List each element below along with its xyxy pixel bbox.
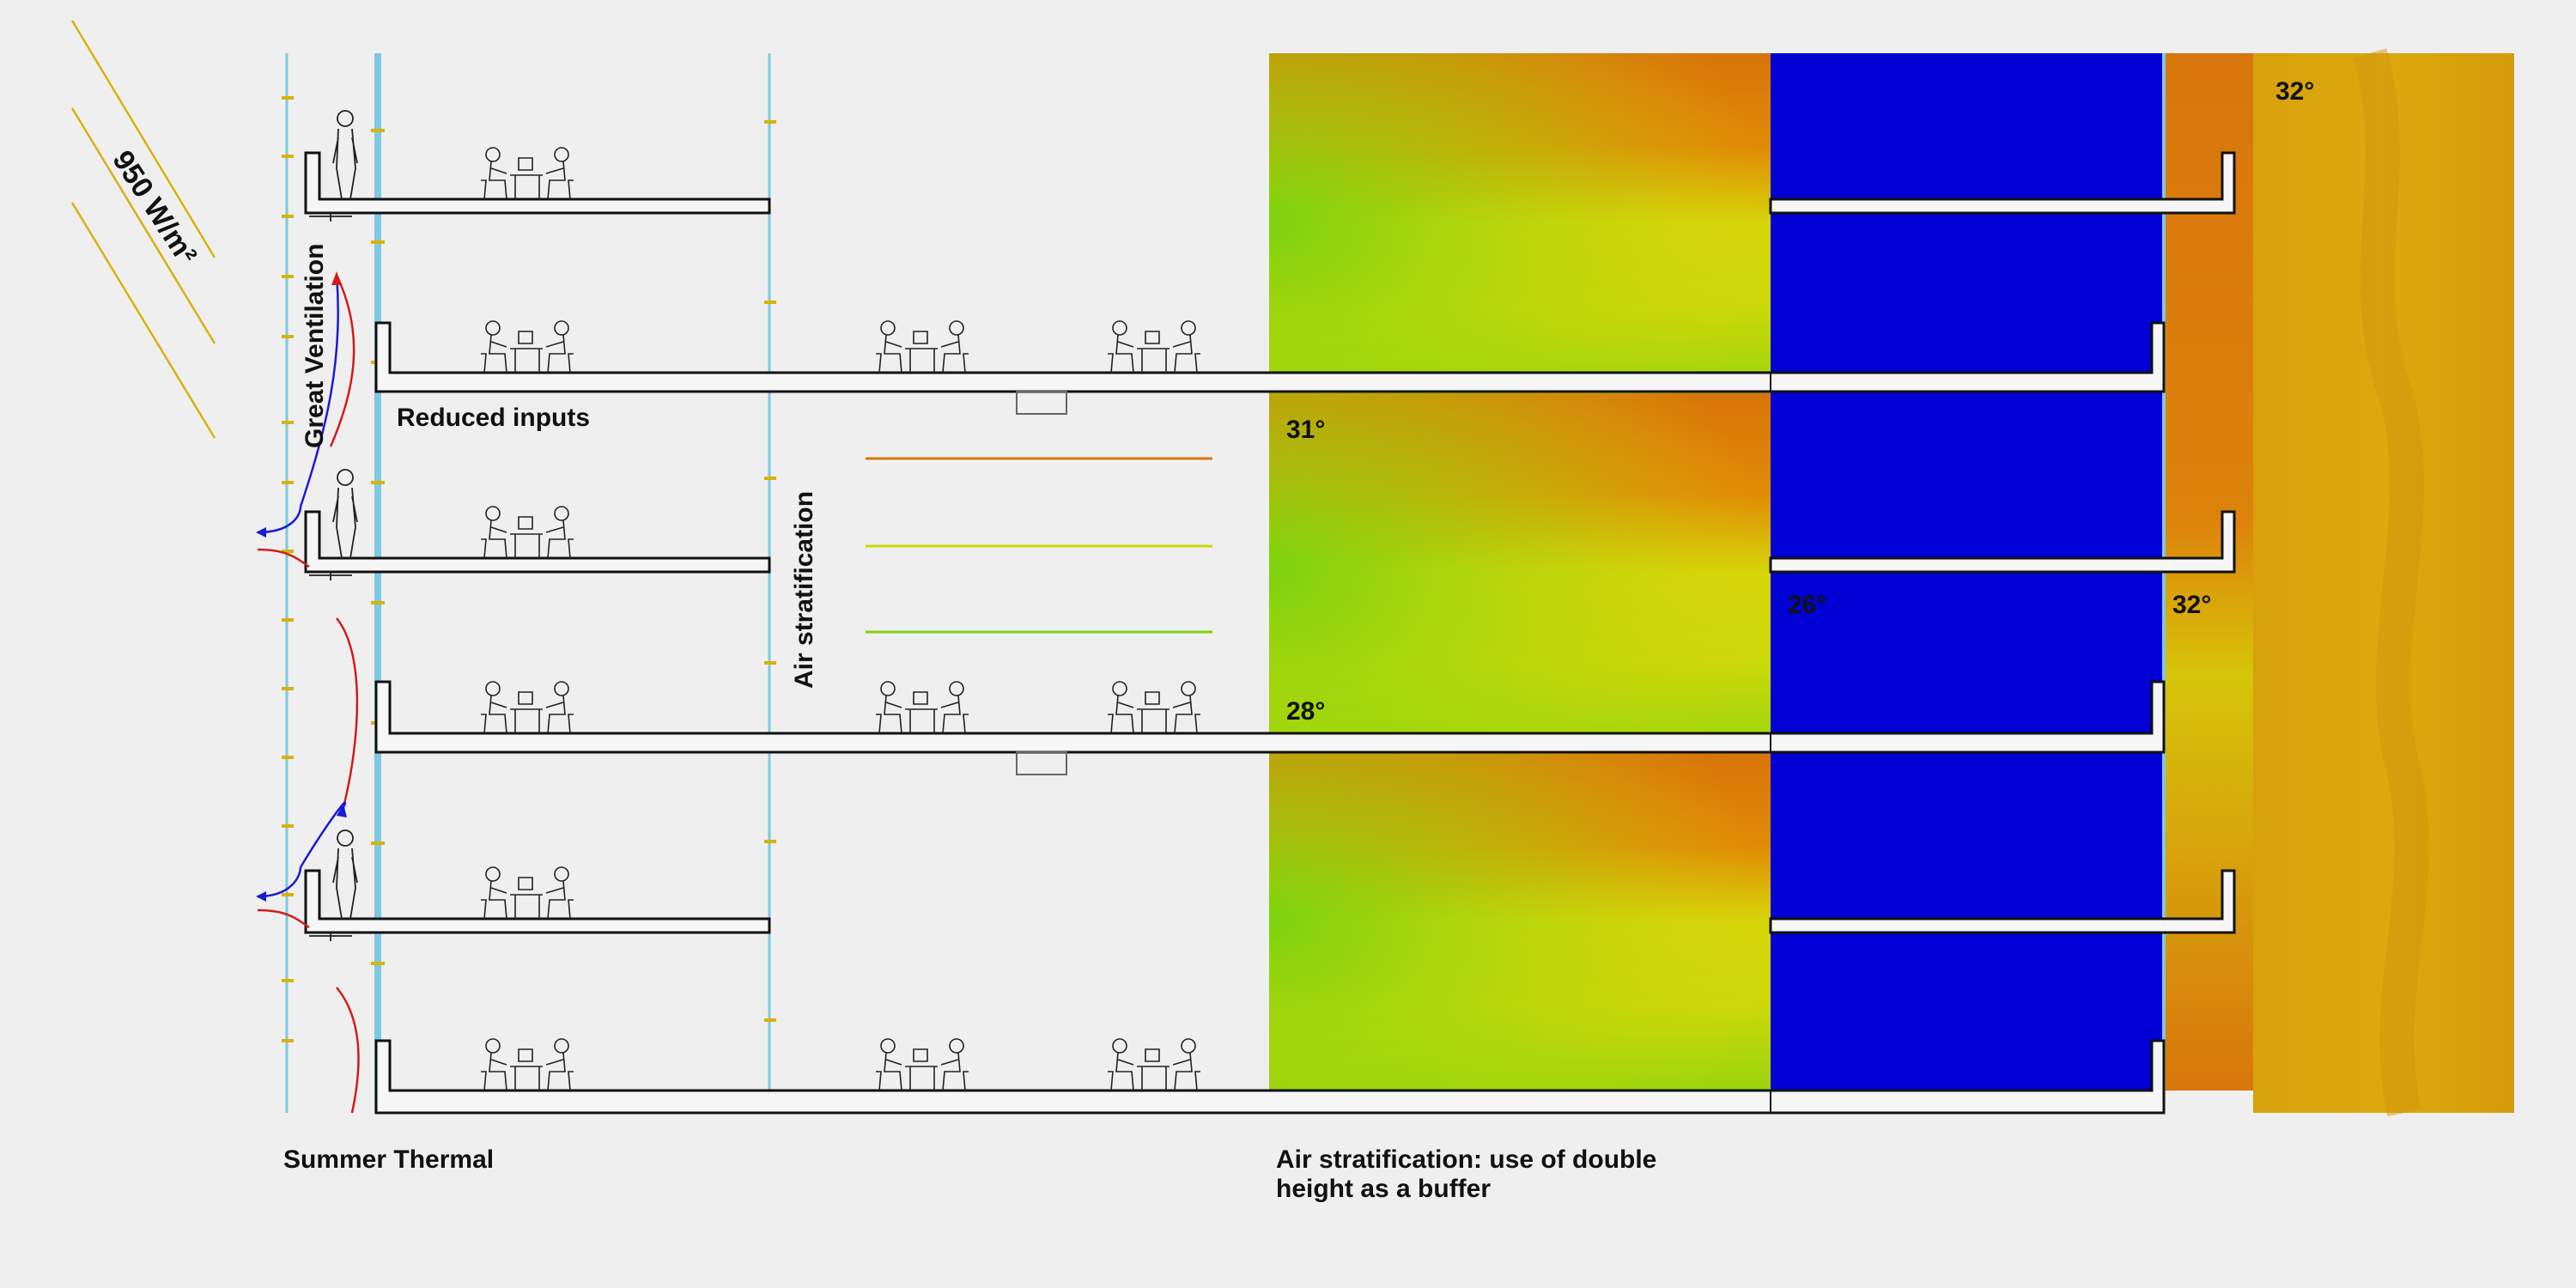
seated-figures-icon [481, 866, 574, 920]
seated-figures-icon [876, 320, 969, 374]
workstation [481, 147, 574, 200]
stratification-legend-lines [866, 457, 1212, 634]
standing-person-lower [309, 829, 358, 941]
floor-slabs [304, 151, 2236, 1115]
seated-figures-icon [1108, 1038, 1200, 1091]
solar-ray-lines [70, 20, 216, 439]
seated-figures-icon [481, 1038, 574, 1091]
workstation [876, 681, 969, 734]
great-ventilation-label: Great Ventilation [301, 244, 329, 448]
workstation [1108, 320, 1200, 374]
workstation [1108, 1038, 1200, 1091]
temp-label-top-right: 32° [2275, 77, 2314, 106]
seated-figures-icon [876, 1038, 969, 1091]
workstation-figures [481, 147, 1200, 1091]
seated-figures-icon [481, 320, 574, 374]
temp-label-atrium-upper: 31° [1286, 416, 1325, 444]
exterior-air-contour [2353, 48, 2429, 1117]
caption-air-stratification: Air stratification: use of double height… [1276, 1145, 1656, 1204]
caption-summer-thermal: Summer Thermal [283, 1145, 495, 1174]
occupant-figures [309, 110, 358, 941]
caption-line-1: Air stratification: use of double [1276, 1145, 1657, 1174]
workstation [481, 506, 574, 559]
temp-label-blue-zone: 26° [1788, 591, 1826, 619]
workstation [481, 1038, 574, 1091]
ceiling-fixtures [1016, 391, 1067, 775]
irradiance-label: 950 W/m² [106, 145, 203, 270]
workstation [1108, 681, 1200, 734]
workstation [481, 866, 574, 920]
workstation [481, 320, 574, 374]
workstation [876, 1038, 969, 1091]
workstation [481, 681, 574, 734]
airflow-arrows [257, 274, 360, 1114]
standing-person-mid [309, 469, 358, 580]
standing-person-upper [309, 110, 358, 222]
caption-line-2: height as a buffer [1276, 1175, 1492, 1203]
reduced-inputs-label: Reduced inputs [397, 404, 590, 432]
seated-figures-icon [876, 681, 969, 734]
atrium-temperature-field [1269, 53, 1771, 1091]
workstation [876, 320, 969, 374]
temp-label-atrium-lower: 28° [1286, 697, 1325, 726]
seated-figures-icon [1108, 681, 1200, 734]
temp-label-mid-right: 32° [2172, 591, 2211, 619]
seated-figures-icon [1108, 320, 1200, 374]
air-stratification-label: Air stratification [790, 491, 818, 689]
airflow-arrowheads [256, 271, 347, 902]
seated-figures-icon [481, 147, 574, 200]
seated-figures-icon [481, 506, 574, 559]
seated-figures-icon [481, 681, 574, 734]
